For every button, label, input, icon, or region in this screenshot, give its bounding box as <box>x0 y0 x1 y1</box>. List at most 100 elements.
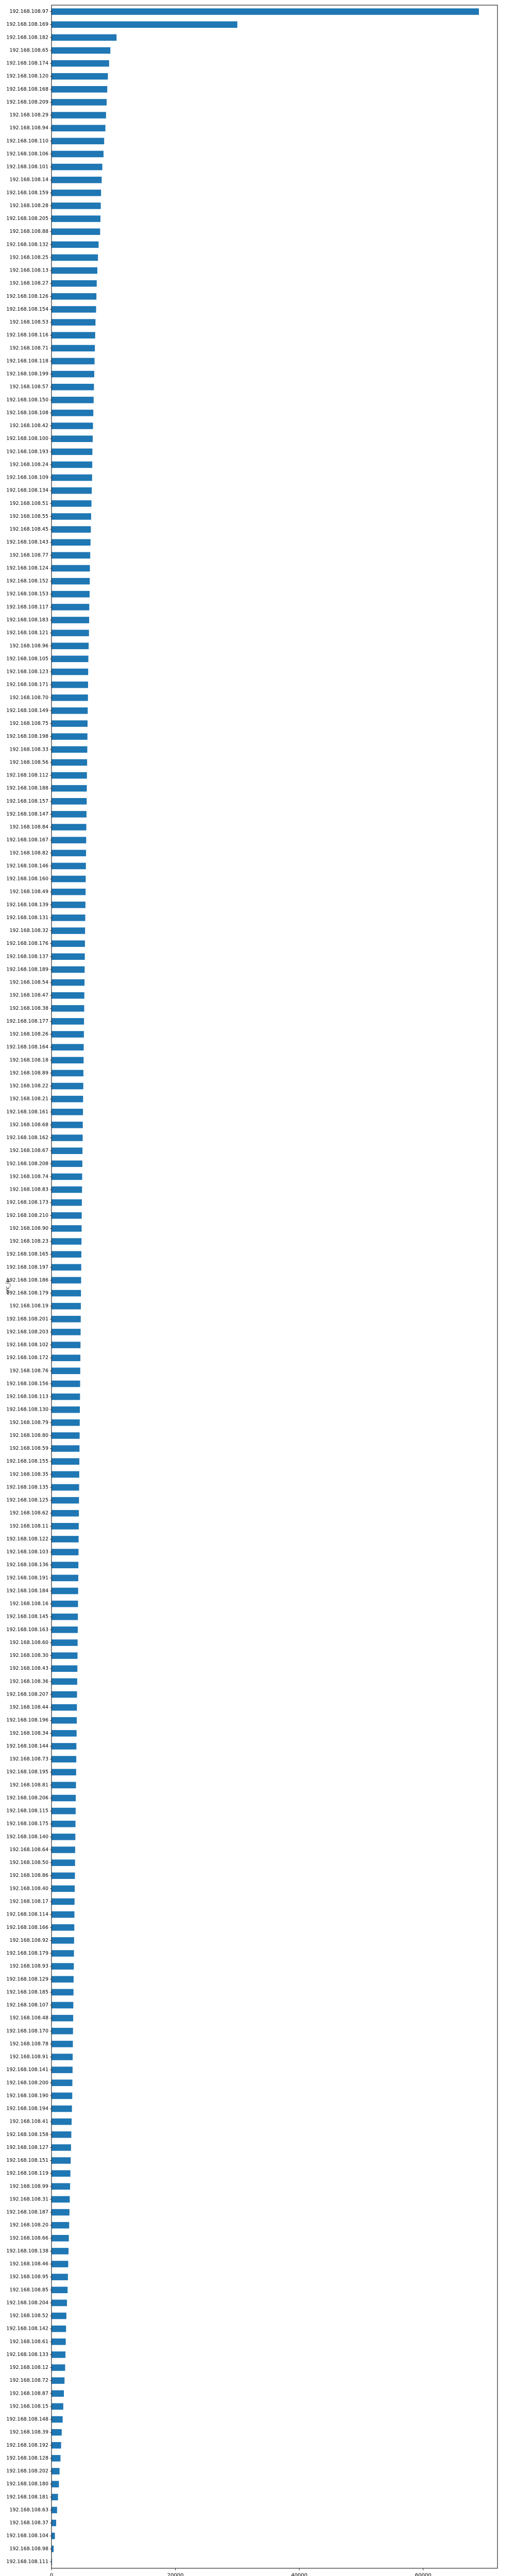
y-tick-label: 192.168.108.71 <box>9 345 48 351</box>
y-tick-label: 192.168.108.176 <box>6 941 48 946</box>
y-tick-label: 192.168.108.120 <box>6 74 48 79</box>
y-tick-label: 192.168.108.54 <box>9 980 48 986</box>
y-tick-label: 192.168.108.171 <box>6 682 48 688</box>
bar <box>52 383 94 391</box>
y-tick-label: 192.168.108.177 <box>6 1019 48 1024</box>
bar <box>52 2532 55 2539</box>
y-tick-label: 192.168.108.85 <box>9 2287 48 2293</box>
y-tick-label: 192.168.108.28 <box>9 203 48 209</box>
bar <box>52 1937 74 1944</box>
y-tick-label: 192.168.108.143 <box>6 539 48 545</box>
bar <box>52 1549 79 1555</box>
bar <box>52 2066 73 2073</box>
bar <box>52 811 87 818</box>
bar <box>52 888 86 895</box>
bar <box>52 2481 59 2487</box>
y-tick-label: 192.168.108.198 <box>6 734 48 739</box>
y-tick-label: 192.168.108.129 <box>6 1976 48 1982</box>
y-tick-label: 192.168.108.82 <box>9 850 48 856</box>
y-tick-label: 192.168.108.95 <box>9 2274 48 2280</box>
y-tick-label: 192.168.108.157 <box>6 799 48 804</box>
y-tick-label: 192.168.108.79 <box>9 1420 48 1426</box>
bar <box>52 8 479 15</box>
bar <box>52 1717 77 1724</box>
bar <box>52 2105 72 2112</box>
y-tick-label: 192.168.108.51 <box>9 501 48 506</box>
bar <box>52 73 108 80</box>
y-tick-label: 192.168.108.89 <box>9 1070 48 1076</box>
y-tick-label: 192.168.108.127 <box>6 2145 48 2150</box>
bar <box>52 526 91 533</box>
y-tick-label: 192.168.108.118 <box>6 358 48 364</box>
y-tick-label: 192.168.108.210 <box>6 1213 48 1218</box>
y-tick-label: 192.168.108.107 <box>6 2003 48 2008</box>
bar <box>52 2170 71 2177</box>
bar <box>52 1911 75 1918</box>
bar <box>52 720 88 727</box>
bar <box>52 1005 84 1012</box>
bar <box>52 2274 68 2280</box>
y-tick-label: 192.168.108.175 <box>6 1821 48 1827</box>
bar <box>52 190 101 196</box>
bar <box>52 2234 69 2242</box>
bar <box>52 953 85 960</box>
bar <box>52 2118 72 2125</box>
bar <box>52 992 84 999</box>
y-tick-label: 192.168.108.25 <box>9 255 48 260</box>
bar <box>52 2157 71 2164</box>
bar <box>52 138 105 145</box>
bar <box>52 1264 81 1271</box>
y-tick-label: 192.168.108.164 <box>6 1044 48 1050</box>
bar <box>52 163 102 171</box>
bar <box>52 1626 78 1633</box>
bar <box>52 319 96 326</box>
bar <box>52 2183 71 2190</box>
bar <box>52 655 89 663</box>
bar <box>52 1834 76 1840</box>
y-tick-label: 192.168.108.104 <box>6 2533 48 2539</box>
y-tick-label: 192.168.108.111 <box>6 2559 48 2565</box>
bar <box>52 862 86 870</box>
y-tick-label: 192.168.108.156 <box>6 1381 48 1386</box>
y-tick-label: 192.168.108.145 <box>6 1614 48 1620</box>
y-tick-label: 192.168.108.207 <box>6 1691 48 1697</box>
y-tick-label: 192.168.108.208 <box>6 1161 48 1166</box>
x-tick-label: 20000 <box>167 2572 184 2576</box>
bar <box>52 668 89 675</box>
bar <box>52 1458 80 1465</box>
bar <box>52 1691 77 1698</box>
y-tick-label: 192.168.108.14 <box>9 177 48 183</box>
bar <box>52 410 94 416</box>
y-tick-label: 192.168.108.16 <box>9 1601 48 1607</box>
bar <box>52 2390 64 2397</box>
y-tick-label: 192.168.108.148 <box>6 2417 48 2422</box>
bar <box>52 125 106 131</box>
bar <box>52 1122 83 1128</box>
y-tick-label: 192.168.108.132 <box>6 242 48 247</box>
y-tick-label: 192.168.108.180 <box>6 2481 48 2487</box>
bar <box>52 2196 70 2203</box>
y-tick-label: 192.168.108.61 <box>9 2339 48 2345</box>
bar <box>52 461 93 468</box>
bar <box>52 875 86 883</box>
bar <box>52 2325 66 2332</box>
bar <box>52 2079 73 2087</box>
y-tick-label: 192.168.108.78 <box>9 2041 48 2047</box>
y-tick-label: 192.168.108.108 <box>6 410 48 416</box>
y-tick-label: 192.168.108.73 <box>9 1756 48 1762</box>
y-tick-label: 192.168.108.50 <box>9 1860 48 1866</box>
y-tick-label: 192.168.108.17 <box>9 1899 48 1904</box>
bar <box>52 2468 60 2475</box>
y-tick-label: 192.168.108.115 <box>6 1808 48 1814</box>
bar <box>52 1160 82 1167</box>
y-tick-label: 192.168.108.90 <box>9 1226 48 1231</box>
y-tick-label: 192.168.108.179 <box>6 1291 48 1296</box>
bar <box>52 2286 68 2294</box>
bar <box>52 2377 65 2384</box>
bar <box>52 798 87 805</box>
y-tick-label: 192.168.108.13 <box>9 268 48 274</box>
bar <box>52 2364 65 2371</box>
y-tick-label: 192.168.108.57 <box>9 384 48 390</box>
y-tick-label: 192.168.108.102 <box>6 1342 48 1348</box>
